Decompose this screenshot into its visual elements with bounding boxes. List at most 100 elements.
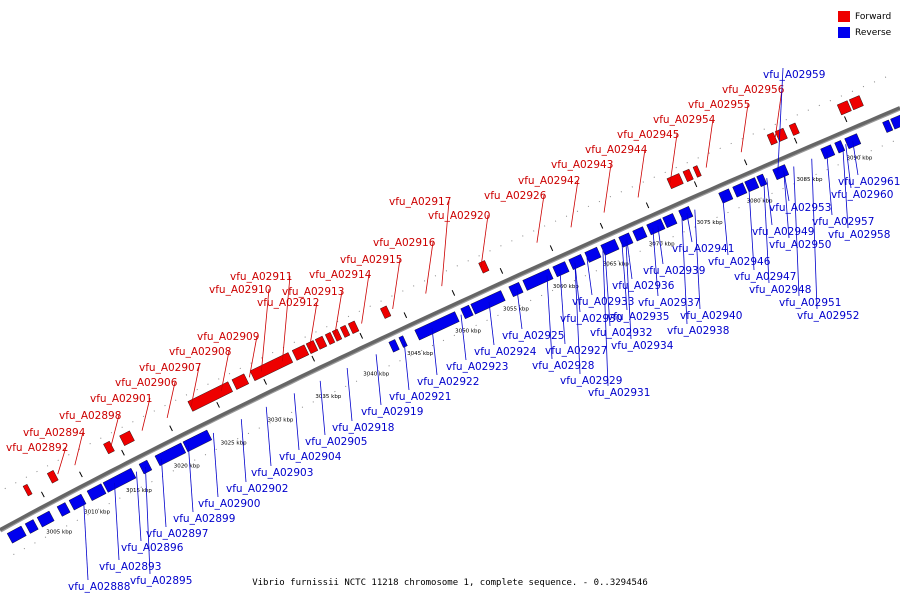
gene-label: vfu_A02928: [532, 360, 594, 372]
gene-label: vfu_A02960: [831, 189, 893, 201]
gene-label: vfu_A02926: [484, 190, 547, 202]
reverse-swatch: [838, 27, 850, 38]
gene-leader-line: [161, 458, 167, 528]
gene-leader-line: [516, 289, 523, 330]
gene-label: vfu_A02916: [373, 237, 436, 249]
gene-label: vfu_A02899: [173, 513, 235, 525]
gene-leader-line: [783, 170, 790, 202]
reverse-gene-block: [744, 177, 760, 193]
gene-label: vfu_A02953: [769, 202, 831, 214]
reverse-gene-block: [646, 218, 666, 236]
gene-leader-line: [763, 179, 770, 284]
gene-label: vfu_A02931: [588, 387, 650, 399]
reverse-gene-block: [834, 140, 846, 154]
gene-leader-line: [190, 366, 200, 407]
forward-gene-block: [22, 483, 33, 497]
gene-leader-line: [766, 178, 773, 226]
reverse-gene-block: [36, 510, 55, 528]
gene-label: vfu_A02942: [518, 175, 580, 187]
gene-label: vfu_A02914: [309, 269, 372, 281]
gene-label: vfu_A02905: [305, 436, 367, 448]
gene-label: vfu_A02930: [560, 313, 622, 325]
axis-tick-label: 3050 kbp: [455, 329, 481, 335]
gene-leader-line: [114, 482, 120, 561]
reverse-gene-block: [414, 311, 460, 341]
gene-label: vfu_A02961: [838, 176, 900, 188]
gene-leader-line: [212, 432, 219, 498]
gene-leader-line: [625, 240, 632, 340]
backbone-line: [0, 106, 900, 532]
gene-label: vfu_A02919: [361, 406, 423, 418]
gene-leader-line: [574, 262, 581, 375]
reverse-gene-block: [600, 238, 620, 256]
gene-leader-line: [845, 144, 852, 189]
reverse-gene-block: [568, 254, 586, 270]
map-caption: Vibrio furnissii NCTC 11218 chromosome 1…: [252, 578, 648, 588]
gene-leader-line: [740, 103, 749, 153]
gene-label: vfu_A02936: [612, 280, 675, 292]
gene-leader-line: [346, 367, 353, 422]
forward-gene-block: [187, 381, 233, 412]
gene-label: vfu_A02944: [585, 144, 648, 156]
gene-label: vfu_A02912: [257, 297, 319, 309]
axis-tick-label: 3010 kbp: [84, 509, 110, 515]
gene-leader-line: [570, 179, 579, 228]
gene-label: vfu_A02959: [763, 69, 825, 81]
axis-tick-label: 3085 kbp: [797, 177, 823, 183]
gene-leader-line: [694, 209, 701, 310]
forward-gene-block: [666, 173, 684, 190]
reverse-gene-block: [584, 246, 602, 263]
forward-gene-block: [774, 127, 788, 142]
reverse-gene-block: [552, 261, 570, 278]
gene-leader-line: [783, 170, 790, 239]
gene-label: vfu_A02900: [198, 498, 260, 510]
gene-leader-line: [110, 414, 120, 447]
gene-label: vfu_A02895: [130, 575, 192, 587]
forward-gene-block: [380, 305, 392, 319]
gene-label: vfu_A02902: [226, 483, 288, 495]
gene-leader-line: [657, 225, 664, 265]
gene-leader-line: [392, 258, 401, 310]
gene-leader-line: [559, 269, 566, 345]
gene-leader-line: [621, 241, 628, 311]
forward-gene-block: [848, 95, 864, 111]
gene-label: vfu_A02903: [251, 467, 313, 479]
gene-leader-line: [604, 249, 611, 327]
reverse-gene-block: [56, 502, 71, 517]
gene-label: vfu_A02937: [638, 297, 700, 309]
gene-leader-line: [669, 133, 678, 184]
axis-tick-label: 3035 kbp: [315, 394, 341, 400]
gene-label: vfu_A02893: [99, 561, 161, 573]
gene-leader-line: [309, 301, 318, 349]
reverse-gene-block: [68, 493, 87, 511]
gene-label: vfu_A02917: [389, 196, 451, 208]
gene-label: vfu_A02958: [828, 229, 890, 241]
forward-gene-block: [103, 440, 115, 455]
gene-leader-line: [220, 350, 230, 392]
gene-label: vfu_A02888: [68, 581, 130, 593]
reverse-gene-block: [522, 268, 554, 291]
gene-leader-line: [260, 288, 270, 372]
gene-leader-line: [240, 419, 247, 483]
gene-leader-line: [425, 241, 434, 294]
gene-leader-line: [57, 446, 67, 475]
gene-label: vfu_A02935: [607, 311, 669, 323]
legend: Forward Reverse: [838, 9, 891, 41]
gene-leader-line: [626, 239, 633, 280]
gene-label: vfu_A02915: [340, 254, 402, 266]
axis-tick-label: 3025 kbp: [221, 440, 247, 446]
gene-label: vfu_A02951: [779, 297, 841, 309]
forward-gene-block: [692, 165, 702, 178]
gene-leader-line: [293, 393, 300, 451]
gene-label: vfu_A02943: [551, 159, 613, 171]
gene-leader-line: [546, 275, 553, 360]
legend-forward-label: Forward: [855, 11, 892, 22]
gene-label: vfu_A02921: [389, 391, 451, 403]
gene-leader-line: [166, 381, 176, 419]
gene-label: vfu_A02934: [611, 340, 674, 352]
axis-tick-mark: [79, 471, 83, 478]
axis-tick-label: 3080 kbp: [747, 198, 773, 204]
reverse-gene-block: [678, 206, 694, 222]
axis-tick-mark: [451, 289, 456, 296]
axis-tick-mark: [645, 202, 650, 209]
